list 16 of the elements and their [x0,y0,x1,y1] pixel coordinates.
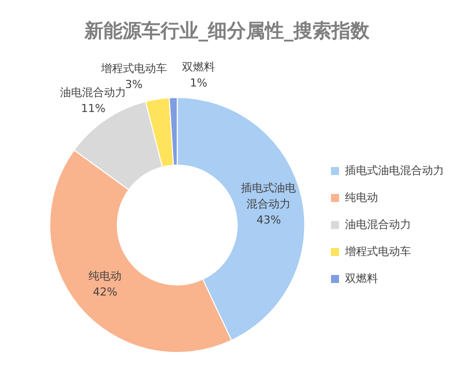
legend-label: 双燃料 [345,272,378,286]
slice-label: 插电式油电混合动力 [241,181,296,210]
chart-title: 新能源车行业_细分属性_搜索指数 [83,19,370,44]
legend-label: 插电式油电混合动力 [345,164,444,178]
slice-label: 双燃料 [182,60,216,74]
legend-label: 增程式电动车 [344,245,411,258]
slice-label: 纯电动 [88,270,122,283]
legend-label: 油电混合动力 [345,218,411,232]
data-label: 43% [256,213,281,226]
data-label: 3% [125,78,143,92]
data-label: 1% [190,76,208,90]
legend-label: 纯电动 [345,191,378,204]
slice-label: 油电混合动力 [60,86,126,100]
data-label: 42% [92,286,118,299]
slice-label: 增程式电动车 [100,62,167,76]
data-label: 11% [80,102,106,116]
